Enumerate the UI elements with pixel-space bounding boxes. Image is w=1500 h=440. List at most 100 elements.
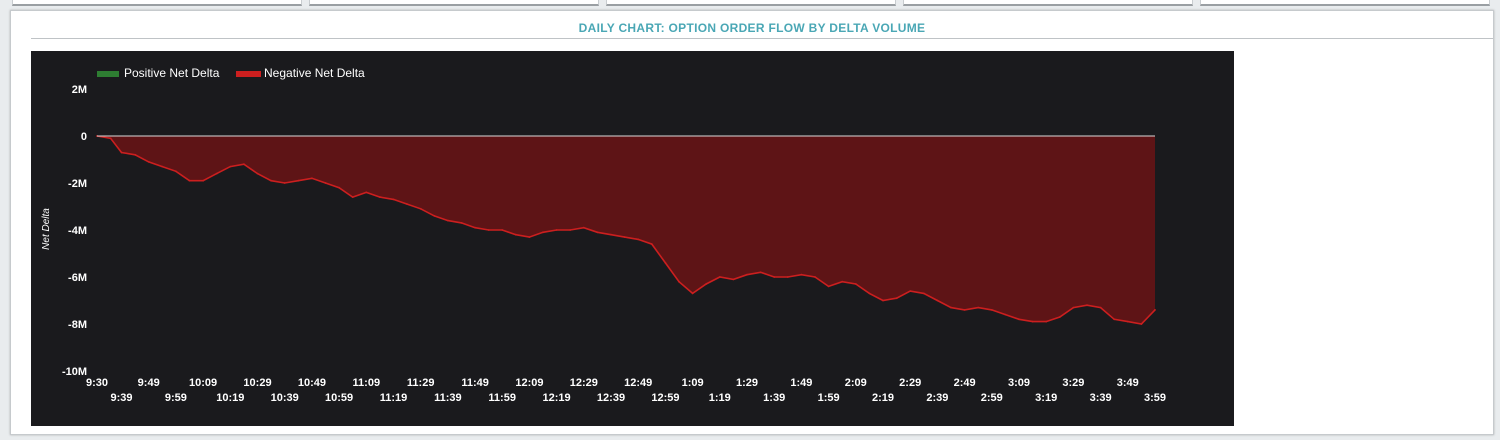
x-tick-label: 9:49 [138, 377, 160, 389]
data-point-21 [379, 196, 381, 199]
y-tick-label: -10M [62, 366, 87, 378]
data-point-8 [202, 179, 205, 182]
y-tick-label: -2M [68, 178, 87, 190]
x-tick-label: 10:49 [298, 377, 326, 389]
x-tick-label: 11:19 [380, 392, 408, 404]
data-point-54 [827, 285, 830, 288]
data-point-5 [161, 165, 164, 168]
data-point-26 [447, 219, 449, 222]
data-point-35 [569, 229, 572, 231]
data-point-59 [895, 297, 898, 300]
data-point-73 [1086, 304, 1088, 307]
x-tick-label: 11:09 [353, 377, 381, 389]
data-point-51 [786, 276, 789, 278]
data-point-52 [800, 273, 803, 276]
y-tick-label: 0 [81, 131, 87, 143]
top-tab-4[interactable] [903, 0, 1193, 6]
data-point-9 [215, 172, 218, 175]
data-point-27 [460, 222, 463, 224]
data-point-63 [950, 306, 952, 309]
y-axis-title: Net Delta [41, 208, 52, 250]
data-point-42 [664, 262, 667, 264]
top-tab-1[interactable] [12, 0, 302, 6]
data-point-58 [882, 299, 884, 302]
data-point-34 [555, 229, 558, 231]
data-point-28 [474, 226, 476, 229]
data-point-61 [922, 292, 925, 295]
x-tick-label: 1:59 [818, 392, 840, 404]
data-point-31 [514, 233, 517, 236]
data-point-29 [487, 229, 490, 231]
y-tick-label: 2M [72, 84, 87, 96]
x-tick-label: 3:49 [1117, 377, 1139, 389]
data-point-32 [528, 236, 531, 239]
data-point-41 [650, 243, 653, 246]
x-tick-label: 1:39 [763, 392, 785, 404]
x-tick-label: 2:19 [872, 392, 894, 404]
data-point-39 [623, 236, 626, 239]
x-tick-label: 11:59 [488, 392, 516, 404]
data-point-6 [175, 170, 177, 173]
data-point-62 [936, 299, 939, 302]
data-point-1 [109, 137, 112, 140]
x-tick-label: 1:09 [682, 377, 704, 389]
data-point-72 [1072, 306, 1075, 309]
x-tick-label: 1:29 [736, 377, 758, 389]
page-title: DAILY CHART: OPTION ORDER FLOW BY DELTA … [578, 21, 926, 35]
x-tick-label: 12:59 [651, 392, 679, 404]
legend-label-negative[interactable]: Negative Net Delta [264, 66, 365, 80]
x-tick-label: 10:19 [216, 392, 244, 404]
data-point-76 [1126, 320, 1129, 323]
legend-swatch-negative [236, 71, 261, 77]
x-tick-label: 12:39 [597, 392, 625, 404]
data-point-56 [854, 283, 857, 285]
data-point-43 [678, 280, 680, 283]
data-point-2 [120, 151, 123, 154]
x-tick-label: 2:39 [926, 392, 948, 404]
data-point-60 [909, 290, 912, 292]
data-point-69 [1031, 320, 1034, 323]
chart-area: 2M 0 -2M -4M -6M -8M -10M 9:30 9:39 9:49 9:59 10:0… [31, 51, 1234, 426]
data-point-66 [990, 309, 993, 311]
data-point-36 [582, 226, 585, 229]
data-point-19 [351, 196, 354, 199]
data-point-7 [188, 179, 191, 182]
x-tick-label: 3:09 [1008, 377, 1030, 389]
data-point-14 [283, 182, 286, 184]
x-tick-label: 9:59 [165, 392, 187, 404]
x-tick-label: 10:39 [271, 392, 299, 404]
x-tick-label: 2:29 [899, 377, 921, 389]
data-point-70 [1045, 320, 1048, 323]
data-point-49 [759, 271, 762, 274]
data-point-46 [718, 276, 721, 278]
data-point-25 [433, 215, 436, 217]
data-point-44 [691, 292, 694, 295]
top-tab-5[interactable] [1200, 0, 1490, 6]
data-point-45 [705, 283, 708, 285]
x-tick-label: 3:39 [1090, 392, 1112, 404]
x-tick-label: 2:59 [981, 392, 1003, 404]
top-tab-3[interactable] [606, 0, 896, 6]
data-point-3 [134, 153, 136, 156]
y-tick-label: -4M [68, 225, 87, 237]
data-point-50 [773, 276, 776, 278]
data-point-57 [868, 292, 871, 295]
data-point-17 [324, 182, 327, 184]
data-point-22 [392, 198, 395, 201]
data-point-78 [1154, 309, 1156, 311]
x-tick-label: 11:39 [434, 392, 462, 404]
legend-label-positive[interactable]: Positive Net Delta [124, 66, 220, 80]
data-point-47 [732, 278, 735, 281]
data-point-13 [270, 179, 272, 182]
negative-net-delta-area [97, 136, 1155, 324]
data-point-37 [596, 231, 599, 234]
x-tick-label: 2:09 [845, 377, 867, 389]
x-tick-label: 9:39 [110, 392, 132, 404]
title-divider [31, 38, 1493, 39]
x-tick-label: 10:59 [325, 392, 353, 404]
top-tab-2[interactable] [309, 0, 599, 6]
data-point-10 [229, 165, 232, 168]
data-point-4 [147, 161, 150, 163]
legend-swatch-positive [97, 71, 119, 77]
y-tick-label: -8M [68, 319, 87, 331]
